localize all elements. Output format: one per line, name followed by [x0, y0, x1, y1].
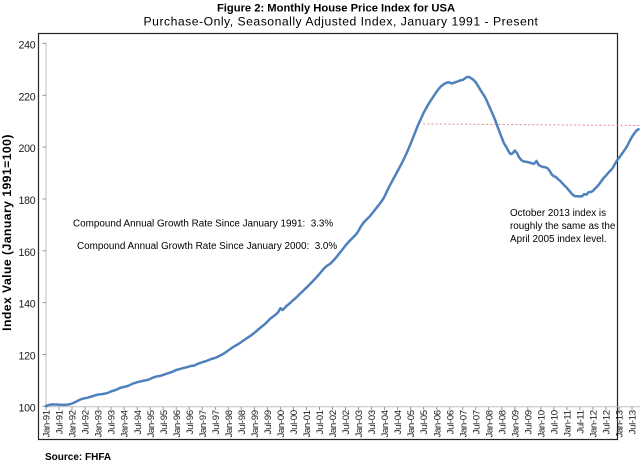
svg-text:Jul-00: Jul-00	[289, 410, 300, 434]
svg-text:Jul-09: Jul-09	[523, 410, 534, 434]
svg-text:Compound Annual Growth Rate Si: Compound Annual Growth Rate Since Januar…	[77, 241, 337, 252]
svg-text:Jan-09: Jan-09	[510, 410, 521, 437]
svg-text:Jan-10: Jan-10	[536, 410, 547, 437]
svg-text:Jul-06: Jul-06	[445, 410, 456, 434]
svg-text:roughly the same as the: roughly the same as the	[510, 221, 616, 232]
svg-text:Jan-95: Jan-95	[146, 410, 157, 437]
svg-text:Jan-98: Jan-98	[224, 410, 235, 437]
svg-text:Jul-01: Jul-01	[315, 410, 326, 434]
svg-text:Jan-03: Jan-03	[354, 410, 365, 437]
svg-text:Index Value (January 1991=100): Index Value (January 1991=100)	[0, 134, 14, 331]
svg-text:Jan-93: Jan-93	[94, 410, 105, 437]
svg-text:220: 220	[19, 91, 36, 103]
svg-text:Jul-92: Jul-92	[81, 410, 92, 434]
svg-text:Jan-05: Jan-05	[406, 410, 417, 437]
svg-text:Jan-00: Jan-00	[276, 410, 287, 437]
svg-text:100: 100	[19, 402, 36, 414]
svg-text:Jul-95: Jul-95	[159, 410, 170, 434]
svg-text:Jan-11: Jan-11	[563, 410, 574, 437]
svg-text:Source: FHFA: Source: FHFA	[45, 452, 111, 463]
svg-text:140: 140	[19, 299, 36, 311]
svg-text:Jul-08: Jul-08	[497, 410, 508, 434]
svg-text:Jul-07: Jul-07	[471, 410, 482, 434]
svg-text:180: 180	[19, 195, 36, 207]
svg-text:200: 200	[19, 143, 36, 155]
svg-text:Jul-11: Jul-11	[576, 410, 587, 433]
svg-text:Jul-13: Jul-13	[628, 410, 639, 434]
svg-text:120: 120	[19, 351, 36, 363]
svg-text:Jan-02: Jan-02	[328, 410, 339, 437]
svg-text:Jul-97: Jul-97	[211, 410, 222, 434]
svg-text:240: 240	[19, 40, 36, 52]
svg-text:Jan-99: Jan-99	[250, 410, 261, 437]
svg-text:Jan-07: Jan-07	[458, 410, 469, 437]
svg-text:Jul-98: Jul-98	[237, 410, 248, 434]
svg-text:Jan-97: Jan-97	[198, 410, 209, 437]
svg-text:Jul-10: Jul-10	[550, 410, 561, 434]
svg-text:Jul-96: Jul-96	[185, 410, 196, 434]
svg-text:Figure 2: Monthly House Price: Figure 2: Monthly House Price Index for …	[217, 2, 455, 14]
svg-text:Compound Annual Growth Rate Si: Compound Annual Growth Rate Since Januar…	[73, 218, 333, 229]
svg-text:October 2013 index is: October 2013 index is	[510, 208, 606, 219]
svg-text:Jul-02: Jul-02	[341, 410, 352, 434]
svg-text:Jan-12: Jan-12	[589, 410, 600, 437]
svg-text:Jan-08: Jan-08	[484, 410, 495, 437]
svg-text:Jul-91: Jul-91	[55, 410, 66, 434]
svg-text:Jul-04: Jul-04	[393, 409, 404, 434]
svg-text:160: 160	[19, 247, 36, 259]
svg-text:Jul-03: Jul-03	[367, 410, 378, 434]
svg-text:Jan-92: Jan-92	[68, 410, 79, 437]
svg-text:Jul-93: Jul-93	[107, 410, 118, 434]
svg-text:April 2005 index level.: April 2005 index level.	[510, 234, 607, 245]
svg-text:Jul-94: Jul-94	[133, 409, 144, 434]
svg-text:Jan-01: Jan-01	[302, 410, 313, 437]
svg-text:Jul-99: Jul-99	[263, 410, 274, 434]
svg-text:Jan-06: Jan-06	[432, 410, 443, 437]
svg-text:Jul-12: Jul-12	[602, 410, 613, 434]
svg-text:Jan-04: Jan-04	[380, 409, 391, 437]
svg-text:Jan-91: Jan-91	[42, 410, 53, 437]
svg-text:Jan-13: Jan-13	[615, 410, 626, 437]
svg-text:Purchase-Only, Seasonally Adju: Purchase-Only, Seasonally Adjusted Index…	[144, 14, 539, 28]
svg-text:Jul-05: Jul-05	[419, 410, 430, 434]
svg-text:Jan-96: Jan-96	[172, 410, 183, 437]
svg-text:Jan-94: Jan-94	[120, 409, 131, 437]
